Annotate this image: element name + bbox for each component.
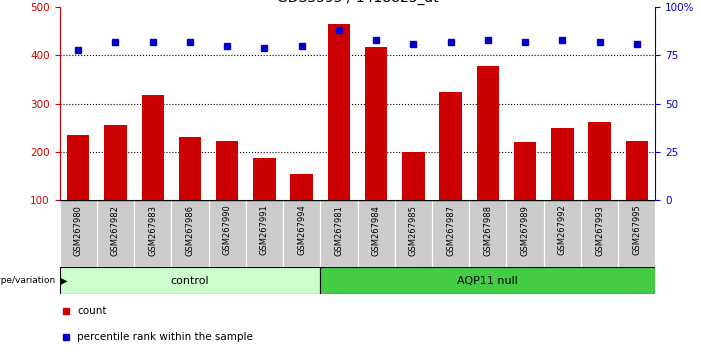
Bar [581, 200, 618, 267]
Bar [328, 24, 350, 200]
Text: control: control [170, 275, 209, 286]
Text: genotype/variation: genotype/variation [0, 276, 56, 285]
Text: GSM267989: GSM267989 [521, 205, 529, 256]
Text: GSM267984: GSM267984 [372, 205, 381, 256]
Bar [209, 200, 246, 267]
Bar [365, 47, 387, 200]
Bar [395, 200, 432, 267]
Bar [60, 267, 320, 294]
Bar [179, 137, 201, 200]
Text: percentile rank within the sample: percentile rank within the sample [77, 332, 253, 342]
Bar [134, 200, 171, 267]
Bar [171, 200, 209, 267]
Text: GSM267981: GSM267981 [334, 205, 343, 256]
Text: GSM267980: GSM267980 [74, 205, 83, 256]
Text: GSM267990: GSM267990 [223, 205, 231, 256]
Bar [544, 200, 581, 267]
Bar [514, 142, 536, 200]
Bar [320, 267, 655, 294]
Bar [60, 200, 97, 267]
Text: GSM267992: GSM267992 [558, 205, 567, 256]
Bar [358, 200, 395, 267]
Bar [432, 200, 469, 267]
Bar [320, 200, 358, 267]
Text: count: count [77, 306, 107, 316]
Text: GSM267982: GSM267982 [111, 205, 120, 256]
Bar [283, 200, 320, 267]
Bar [402, 152, 425, 200]
Text: GSM267985: GSM267985 [409, 205, 418, 256]
Text: GSM267993: GSM267993 [595, 205, 604, 256]
Bar [506, 200, 544, 267]
Text: GSM267991: GSM267991 [260, 205, 269, 256]
Bar [440, 92, 462, 200]
Bar [67, 135, 90, 200]
Bar [626, 141, 648, 200]
Text: GSM267986: GSM267986 [186, 205, 194, 256]
Bar [290, 175, 313, 200]
Text: GSM267995: GSM267995 [632, 205, 641, 256]
Bar [253, 158, 275, 200]
Text: GSM267988: GSM267988 [484, 205, 492, 256]
Bar [142, 95, 164, 200]
Text: GSM267983: GSM267983 [148, 205, 157, 256]
Bar [216, 141, 238, 200]
Bar [618, 200, 655, 267]
Title: GDS3395 / 1418825_at: GDS3395 / 1418825_at [277, 0, 438, 5]
Bar [97, 200, 134, 267]
Bar [477, 67, 499, 200]
Bar [551, 128, 573, 200]
Text: ▶: ▶ [60, 275, 67, 286]
Bar [588, 122, 611, 200]
Text: AQP11 null: AQP11 null [458, 275, 518, 286]
Text: GSM267994: GSM267994 [297, 205, 306, 256]
Bar [104, 125, 127, 200]
Text: GSM267987: GSM267987 [446, 205, 455, 256]
Bar [246, 200, 283, 267]
Bar [469, 200, 506, 267]
